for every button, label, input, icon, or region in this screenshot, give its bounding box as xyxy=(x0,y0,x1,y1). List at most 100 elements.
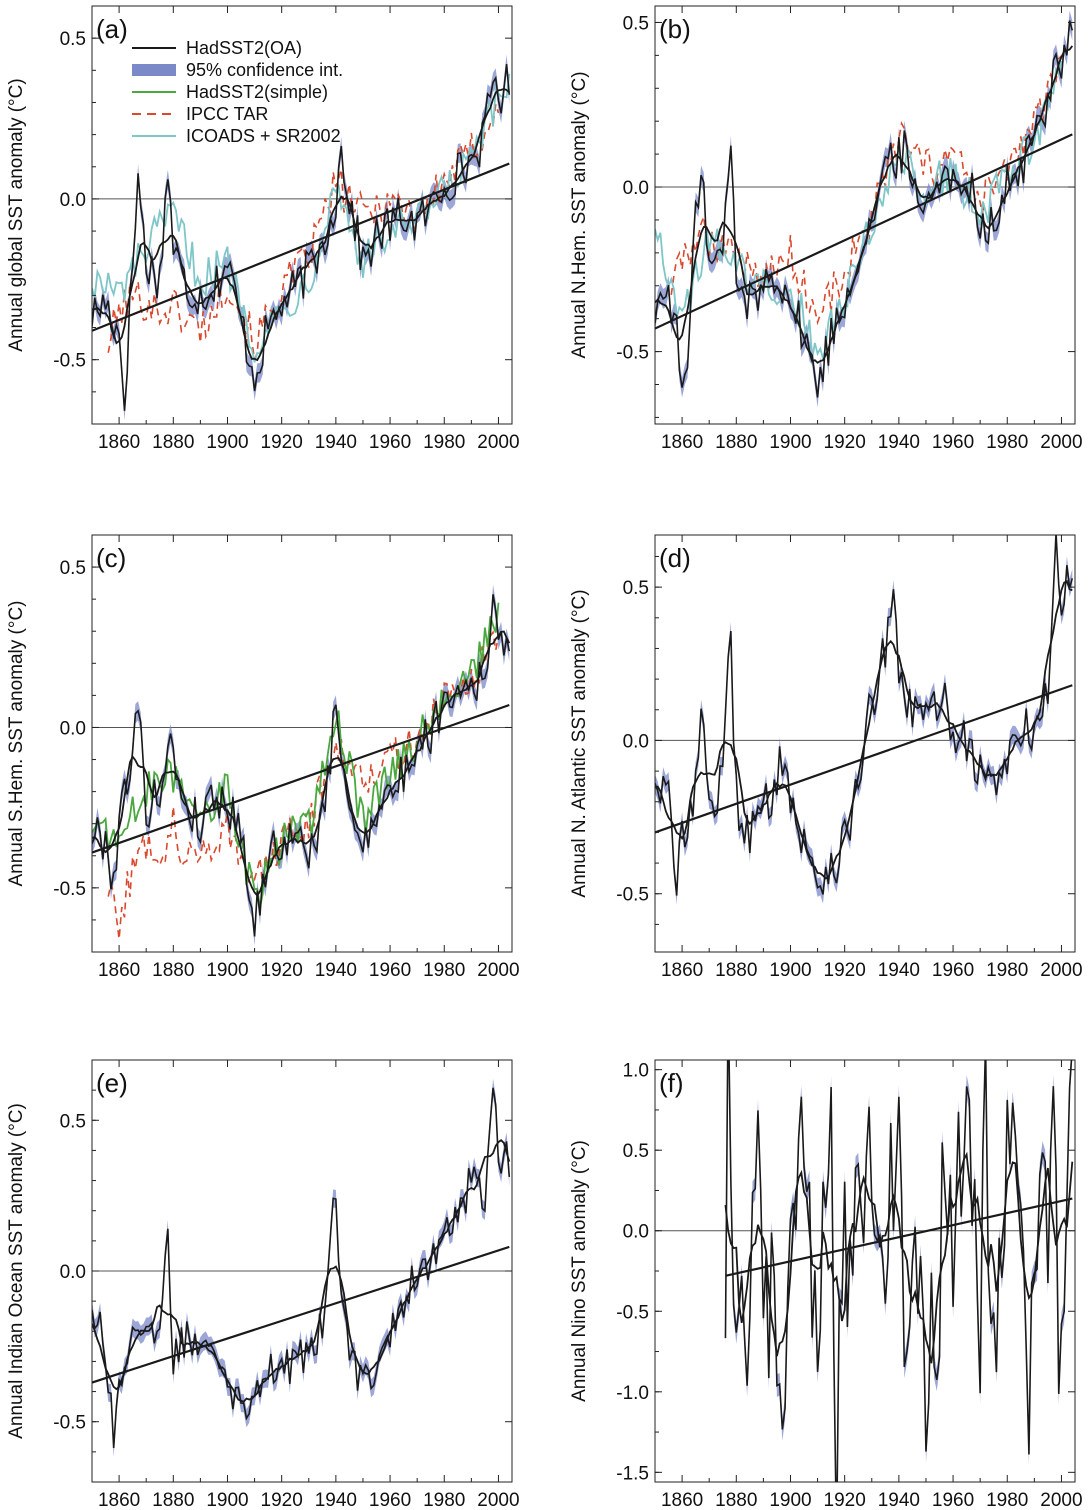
panel-label: (a) xyxy=(96,14,128,44)
trend-line xyxy=(92,162,510,332)
legend-label: ICOADS + SR2002 xyxy=(186,126,341,146)
series-oa-smoothed xyxy=(92,630,511,898)
legend-label: HadSST2(OA) xyxy=(186,38,302,58)
x-tick-label: 1980 xyxy=(423,1490,465,1510)
x-tick-label: 1900 xyxy=(769,432,811,453)
x-tick-label: 1940 xyxy=(315,960,357,981)
plot-area xyxy=(92,54,512,421)
legend-label: 95% confidence int. xyxy=(186,60,343,80)
y-axis-label: Annual S.Hem. SST anomaly (°C) xyxy=(6,600,27,886)
y-tick-label: -0.5 xyxy=(53,351,86,372)
x-tick-label: 2000 xyxy=(1040,1490,1082,1510)
x-tick-label: 2000 xyxy=(477,432,519,453)
legend-item-icoads: ICOADS + SR2002 xyxy=(132,126,341,146)
series-oa-smoothed xyxy=(724,1151,1074,1364)
x-tick-label: 1900 xyxy=(206,1490,248,1510)
plot-area xyxy=(655,535,1075,905)
legend: HadSST2(OA)95% confidence int.HadSST2(si… xyxy=(132,38,343,146)
series-oa-annual xyxy=(655,535,1074,896)
series-oa-annual xyxy=(92,594,511,937)
legend-label: HadSST2(simple) xyxy=(186,82,328,102)
panel-4: 1860 1880 1900 1920 1940 1960 1980 2000 -0.5 0.0 0… xyxy=(6,1059,520,1510)
panel-2: 1860 1880 1900 1920 1940 1960 1980 2000 -0.5 0.0 0… xyxy=(6,534,520,981)
x-tick-label: 1980 xyxy=(986,960,1028,981)
x-tick-label: 1920 xyxy=(261,960,303,981)
panel-1: 1860 1880 1900 1920 1940 1960 1980 2000 -0.5 0.0 0… xyxy=(569,5,1083,453)
legend-item-tar: IPCC TAR xyxy=(132,104,268,124)
x-tick-label: 1880 xyxy=(152,1490,194,1510)
series-oa-smoothed xyxy=(92,87,510,362)
y-tick-label: 0.0 xyxy=(623,731,649,752)
x-tick-label: 1920 xyxy=(261,432,303,453)
axes-frame xyxy=(91,5,513,425)
y-tick-label: 0.0 xyxy=(60,718,86,739)
x-tick-label: 2000 xyxy=(1040,960,1082,981)
x-tick-label: 1980 xyxy=(986,1490,1028,1510)
plot-area xyxy=(655,10,1075,408)
legend-item-simple: HadSST2(simple) xyxy=(132,82,328,102)
x-tick-label: 1980 xyxy=(423,432,465,453)
y-tick-label: 0.5 xyxy=(60,1111,86,1132)
y-tick-label: 0.0 xyxy=(623,1222,649,1243)
x-tick-label: 1900 xyxy=(206,432,248,453)
trend-line xyxy=(655,684,1073,834)
confidence-band xyxy=(92,584,510,947)
x-tick-label: 1880 xyxy=(715,1490,757,1510)
x-tick-label: 1860 xyxy=(98,432,140,453)
x-tick-label: 1940 xyxy=(878,432,920,453)
x-tick-label: 1860 xyxy=(98,1490,140,1510)
x-tick-label: 1940 xyxy=(315,432,357,453)
trend-line xyxy=(92,1245,510,1384)
axes-frame xyxy=(91,534,513,953)
x-tick-label: 1860 xyxy=(98,960,140,981)
x-tick-label: 1860 xyxy=(661,960,703,981)
y-axis-label: Annual Indian Ocean SST anomaly (°C) xyxy=(6,1103,27,1439)
x-tick-label: 1880 xyxy=(152,960,194,981)
series-oa-annual xyxy=(724,1060,1073,1482)
axes-frame xyxy=(654,5,1076,425)
x-tick-label: 1900 xyxy=(769,1490,811,1510)
y-tick-label: 0.0 xyxy=(60,1262,86,1283)
x-tick-label: 1900 xyxy=(206,960,248,981)
trend-line xyxy=(92,703,510,854)
x-tick-label: 2000 xyxy=(1040,432,1082,453)
y-tick-label: -1.0 xyxy=(616,1383,649,1404)
x-tick-label: 1880 xyxy=(715,432,757,453)
series-oa-smoothed xyxy=(655,45,1074,364)
y-axis-label: Annual N. Atlantic SST anomaly (°C) xyxy=(569,589,590,897)
x-tick-label: 1980 xyxy=(423,960,465,981)
y-tick-label: 0.0 xyxy=(60,190,86,211)
x-tick-label: 1940 xyxy=(878,1490,920,1510)
x-tick-label: 1880 xyxy=(715,960,757,981)
y-tick-label: -0.5 xyxy=(53,879,86,900)
legend-item-ci: 95% confidence int. xyxy=(132,60,343,80)
panel-label: (e) xyxy=(96,1068,128,1098)
y-tick-label: -1.5 xyxy=(616,1463,649,1484)
x-tick-label: 2000 xyxy=(477,960,519,981)
confidence-band xyxy=(655,535,1073,905)
series-icoads xyxy=(92,73,511,363)
confidence-band xyxy=(655,10,1073,408)
y-tick-label: -0.5 xyxy=(616,1302,649,1323)
y-tick-label: -0.5 xyxy=(53,1413,86,1434)
x-tick-label: 1860 xyxy=(661,432,703,453)
panel-3: 1860 1880 1900 1920 1940 1960 1980 2000 -0.5 0.0 0… xyxy=(569,534,1083,981)
y-tick-label: 0.0 xyxy=(623,178,649,199)
x-tick-label: 1980 xyxy=(986,432,1028,453)
x-tick-label: 1960 xyxy=(932,960,974,981)
series-oa-annual xyxy=(92,64,511,411)
series-oa-annual xyxy=(655,20,1074,398)
y-axis-label: Annual Nino SST anomaly (°C) xyxy=(569,1140,590,1402)
x-tick-label: 1960 xyxy=(369,1490,411,1510)
x-tick-label: 1880 xyxy=(152,432,194,453)
series-simple xyxy=(92,602,500,908)
x-tick-label: 1920 xyxy=(261,1490,303,1510)
y-tick-label: 0.5 xyxy=(623,578,649,599)
y-tick-label: 0.5 xyxy=(623,13,649,34)
series-oa-smoothed xyxy=(655,579,1073,880)
x-tick-label: 2000 xyxy=(477,1490,519,1510)
plot-area xyxy=(92,584,512,947)
y-axis-label: Annual N.Hem. SST anomaly (°C) xyxy=(569,71,590,358)
confidence-band xyxy=(92,54,510,421)
x-tick-label: 1960 xyxy=(932,432,974,453)
